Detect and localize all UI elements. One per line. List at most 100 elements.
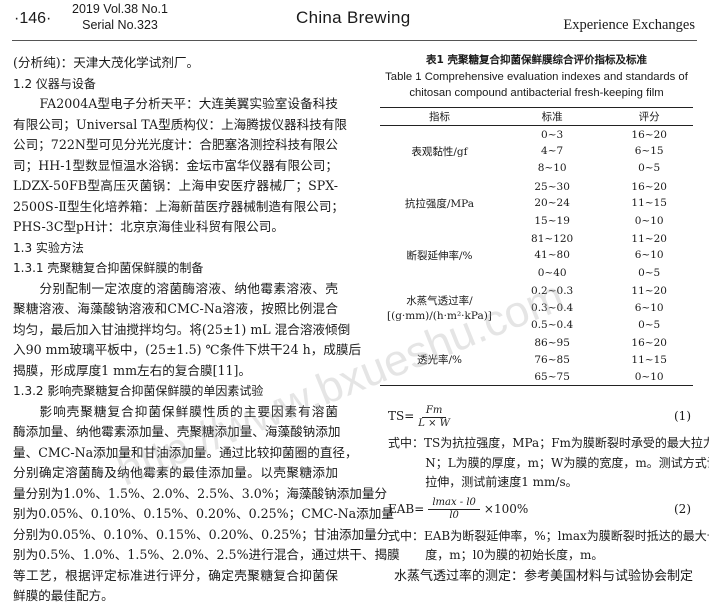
text-line: 酶添加量、纳他霉素添加量、壳聚糖添加量、海藻酸钠添加 bbox=[13, 424, 341, 439]
formula-2-numerator: lmax - l0 bbox=[428, 497, 480, 510]
score-cell: 0~5 bbox=[638, 266, 661, 279]
formula-1-numerator: Fm bbox=[421, 405, 447, 418]
formula-2-lhs: EAB= bbox=[388, 501, 425, 516]
text-line: 量、CMC-Na添加量和甘油添加量。通过比较抑菌圈的直径， bbox=[13, 444, 358, 460]
standard-cell: 65~75 bbox=[534, 370, 570, 383]
formula-1-denominator: L × W bbox=[418, 417, 450, 429]
table-row: 0.3~0.4 6~10 bbox=[380, 299, 693, 316]
formula-2: EAB= lmax - l0 l0 ×100% (2) bbox=[388, 493, 695, 527]
table-row: 0~40 0~5 bbox=[380, 264, 693, 281]
standard-cell: 0.5~0.4 bbox=[531, 318, 574, 331]
text-line: 等工艺，根据评定标准进行评分，确定壳聚糖复合抑菌保 bbox=[13, 567, 338, 583]
table-header-row: 指标 标准 评分 bbox=[380, 107, 693, 126]
explanation-line: 拉伸，测试前速度1 mm/s。 bbox=[425, 475, 578, 489]
table-row: 4~7 6~15 bbox=[380, 142, 693, 159]
table-row: 断裂延伸率/% 81~120 11~20 bbox=[380, 229, 693, 262]
text-line: 影响壳聚糖复合抑菌保鲜膜性质的主要因素有溶菌 bbox=[39, 403, 338, 419]
text-line: 司；HH-1型数显恒温水浴锅：金坛市富华仪器有限公司； bbox=[13, 157, 338, 173]
table-row: 表观黏性/gf 0~3 16~20 bbox=[380, 125, 693, 158]
text-line: PHS-3C型pH计：北京京海佳业科贸有限公司。 bbox=[13, 219, 284, 234]
formula-2-explanation: 式中：EAB为断裂延伸率，%；lmax为膜断裂时抵达的最大长度，m；l0为膜的初… bbox=[388, 527, 709, 566]
text-line: 鲜膜的最佳配方。 bbox=[13, 588, 114, 603]
formula-2-denominator: l0 bbox=[449, 510, 459, 521]
text-line: 揭膜，形成厚度1 mm左右的复合膜[11]。 bbox=[13, 362, 252, 378]
explanation-line: 式中：TS为抗拉强度，MPa；Fm为膜断裂时承受的最大拉力， bbox=[388, 436, 709, 450]
score-cell: 6~10 bbox=[634, 301, 664, 314]
score-cell: 0~10 bbox=[634, 214, 664, 227]
text-line: 量分别为1.0%、1.5%、2.0%、2.5%、3.0%；海藻酸钠添加量分 bbox=[13, 485, 388, 501]
standard-cell: 8~10 bbox=[537, 162, 567, 175]
table-row: 15~19 0~10 bbox=[380, 212, 693, 229]
standard-cell: 25~30 bbox=[534, 180, 570, 193]
formula-2-fraction: lmax - l0 l0 bbox=[428, 497, 480, 522]
standard-cell: 15~19 bbox=[534, 214, 570, 227]
right-column: TS= Fm L × W (1) 式中：TS为抗拉强度，MPa；Fm为膜断裂时承受… bbox=[388, 400, 709, 586]
text-line: 入90 mm玻璃平板中，(25±1.5) ℃条件下烘干24 h，成膜后 bbox=[13, 342, 362, 357]
score-cell: 6~15 bbox=[634, 145, 664, 158]
text-line: 分别确定溶菌酶及纳他霉素的最佳添加量。以壳聚糖添加 bbox=[13, 465, 338, 480]
table-row: 8~10 0~5 bbox=[380, 160, 693, 177]
index-cell: 抗拉强度/MPa bbox=[404, 197, 475, 210]
table-row: 水蒸气透过率/ [(g·mm)/(h·m²·kPa)] 0.2~0.3 11~20 bbox=[380, 282, 693, 321]
evaluation-table: 指标 标准 评分 表观黏性/gf 0~3 16~20 4~7 6~15 8~10 0~5 抗拉… bbox=[380, 106, 693, 387]
score-cell: 6~10 bbox=[634, 249, 664, 262]
standard-cell: 81~120 bbox=[531, 233, 574, 246]
text-line: 2500S-Ⅱ型生化培养箱：上海新苗医疗器械制造有限公司； bbox=[13, 198, 345, 214]
text-line: FA2004A型电子分析天平：大连美翼实验室设备科技 bbox=[39, 96, 338, 111]
table-row: 0.5~0.4 0~5 bbox=[380, 316, 693, 333]
explanation-line: N；L为膜的厚度，m；W为膜的宽度，m。测试方式设为 bbox=[425, 455, 709, 470]
formula-1-number: (1) bbox=[674, 409, 691, 424]
table-title-en-1: Table 1 Comprehensive evaluation indexes… bbox=[385, 70, 688, 83]
score-cell: 11~15 bbox=[631, 353, 667, 366]
explanation-line: 式中：EAB为断裂延伸率，%；lmax为膜断裂时抵达的最大长 bbox=[388, 528, 709, 543]
text-line: 分别为0.05%、0.10%、0.15%、0.20%、0.25%；甘油添加量分 bbox=[13, 526, 390, 542]
table-title-cn: 表1 壳聚糖复合抑菌保鲜膜综合评价指标及标准 bbox=[426, 54, 647, 66]
score-cell: 16~20 bbox=[631, 128, 667, 141]
table-row: 透光率/% 86~95 16~20 bbox=[380, 334, 693, 366]
text-line: 1.2 仪器与设备 bbox=[13, 76, 96, 91]
formula-1: TS= Fm L × W (1) bbox=[388, 400, 695, 434]
page-number: ·146· bbox=[14, 10, 52, 27]
index-cell: 水蒸气透过率/ [(g·mm)/(h·m²·kPa)] bbox=[387, 294, 492, 322]
standard-cell: 41~80 bbox=[534, 249, 570, 262]
serial: Serial No.323 bbox=[82, 18, 158, 32]
volume: 2019 Vol.38 No.1 bbox=[72, 2, 168, 16]
standard-cell: 0.2~0.3 bbox=[531, 285, 574, 298]
text-line: 1.3.1 壳聚糖复合抑菌保鲜膜的制备 bbox=[13, 261, 204, 275]
header-rule bbox=[12, 40, 697, 41]
header-score: 评分 bbox=[605, 107, 693, 126]
left-column: (分析纯)：天津大茂化学试剂厂。 1.2 仪器与设备 FA2004A型电子分析天平：… bbox=[13, 53, 400, 607]
text-line: 有限公司；Universal TA型质构仪：上海腾拔仪器科技有限 bbox=[13, 116, 348, 132]
score-cell: 16~20 bbox=[631, 180, 667, 193]
section-name: Experience Exchanges bbox=[563, 17, 695, 33]
score-cell: 11~15 bbox=[631, 197, 667, 210]
formula-1-fraction: Fm L × W bbox=[418, 405, 450, 430]
explanation-line: 度，m；l0为膜的初始长度，m。 bbox=[425, 548, 604, 562]
formula-1-explanation: 式中：TS为抗拉强度，MPa；Fm为膜断裂时承受的最大拉力， N；L为膜的厚度，m… bbox=[388, 434, 709, 493]
text-line: 分别配制一定浓度的溶菌酶溶液、纳他霉素溶液、壳 bbox=[39, 280, 338, 296]
formula-1-lhs: TS= bbox=[388, 409, 415, 424]
table-row: 65~75 0~10 bbox=[380, 368, 693, 385]
score-cell: 11~20 bbox=[631, 233, 667, 246]
score-cell: 16~20 bbox=[631, 337, 667, 350]
journal-name: China Brewing bbox=[296, 8, 411, 27]
index-cell: 断裂延伸率/% bbox=[406, 249, 473, 262]
formula-2-tail: ×100% bbox=[483, 501, 529, 516]
standard-cell: 0.3~0.4 bbox=[531, 301, 574, 314]
score-cell: 0~5 bbox=[638, 318, 661, 331]
text-line: 1.3 实验方法 bbox=[13, 240, 84, 255]
table-row: 76~85 11~15 bbox=[380, 351, 693, 368]
formula-2-number: (2) bbox=[674, 501, 691, 516]
text-line: 公司；722N型可见分光光度计：合肥塞洛测控科技有限公 bbox=[13, 137, 338, 152]
table-title-en-2: chitosan compound antibacterial fresh-ke… bbox=[409, 87, 664, 99]
standard-cell: 0~40 bbox=[537, 266, 567, 279]
standard-cell: 4~7 bbox=[541, 145, 564, 158]
text-line: 均匀，最后加入甘油搅拌均匀。将(25±1) mL 混合溶液倾倒 bbox=[13, 321, 351, 337]
standard-cell: 86~95 bbox=[534, 337, 570, 350]
index-cell: 透光率/% bbox=[416, 354, 462, 367]
header-index: 指标 bbox=[380, 107, 499, 126]
standard-cell: 76~85 bbox=[534, 353, 570, 366]
text-line: (分析纯)：天津大茂化学试剂厂。 bbox=[13, 55, 200, 70]
standard-cell: 20~24 bbox=[534, 197, 570, 210]
table-row: 41~80 6~10 bbox=[380, 247, 693, 264]
